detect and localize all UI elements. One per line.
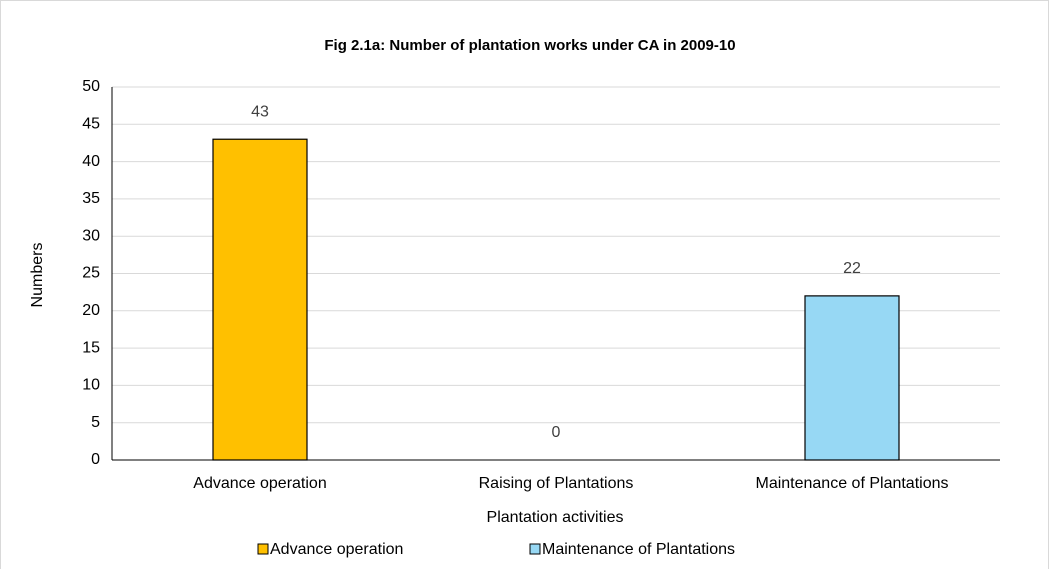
legend-label: Advance operation <box>270 541 403 558</box>
y-tick-label: 30 <box>82 227 100 244</box>
y-tick-label: 25 <box>82 265 100 282</box>
y-tick-label: 40 <box>82 153 100 170</box>
x-tick-label: Advance operation <box>193 475 326 492</box>
y-tick-label: 20 <box>82 302 100 319</box>
x-axis-title: Plantation activities <box>487 509 624 526</box>
data-label: 0 <box>552 424 561 441</box>
y-tick-label: 0 <box>91 451 100 468</box>
bar <box>804 295 900 461</box>
y-tick-label: 35 <box>82 190 100 207</box>
x-tick-label: Maintenance of Plantations <box>755 475 948 492</box>
legend-label: Maintenance of Plantations <box>542 541 735 558</box>
bar <box>212 138 308 461</box>
x-tick-label: Raising of Plantations <box>479 475 634 492</box>
legend-swatch <box>529 543 541 555</box>
chart-title: Fig 2.1a: Number of plantation works und… <box>324 37 735 54</box>
y-tick-label: 50 <box>82 78 100 95</box>
y-tick-label: 10 <box>82 377 100 394</box>
y-tick-label: 45 <box>82 116 100 133</box>
legend-swatch <box>257 543 269 555</box>
data-label: 22 <box>843 260 861 277</box>
data-label: 43 <box>251 103 269 120</box>
y-axis-title: Numbers <box>29 243 46 308</box>
y-tick-label: 15 <box>82 339 100 356</box>
y-tick-label: 5 <box>91 414 100 431</box>
